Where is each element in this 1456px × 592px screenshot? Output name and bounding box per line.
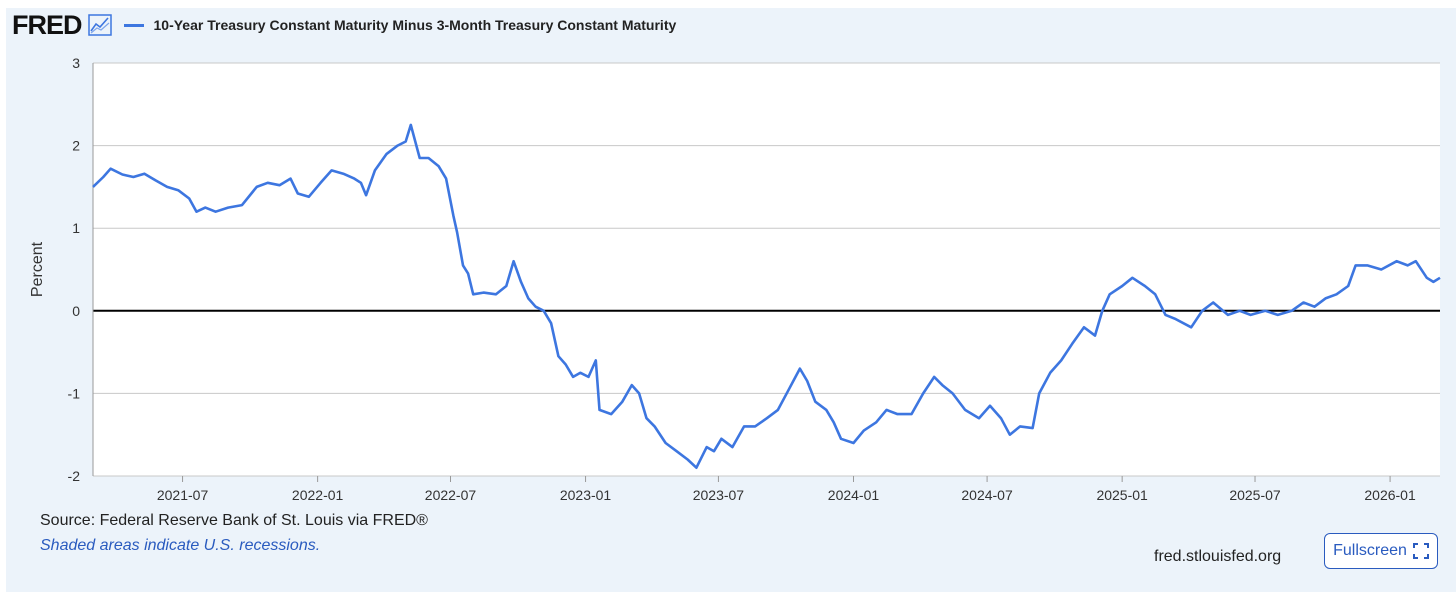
y-tick-label: 1	[72, 220, 80, 236]
fred-logo[interactable]: FRED	[12, 9, 82, 40]
fullscreen-button[interactable]: Fullscreen	[1324, 533, 1438, 569]
x-tick-label: 2024-01	[828, 487, 880, 503]
plot-background	[93, 63, 1440, 476]
y-axis-label: Percent	[29, 241, 46, 297]
x-tick-label: 2024-07	[961, 487, 1013, 503]
x-tick-label: 2021-07	[157, 487, 209, 503]
chart-title: 10-Year Treasury Constant Maturity Minus…	[153, 17, 677, 33]
x-tick-label: 2022-07	[425, 487, 477, 503]
site-link[interactable]: fred.stlouisfed.org	[1154, 548, 1282, 565]
trend-chart-icon	[87, 14, 112, 36]
x-tick-label: 2023-01	[560, 487, 612, 503]
series-line[interactable]	[92, 123, 1441, 469]
y-tick-label: 2	[72, 138, 80, 154]
y-tick-label: -2	[68, 468, 81, 484]
legend-swatch	[123, 23, 144, 27]
source-text: Source: Federal Reserve Bank of St. Loui…	[40, 512, 428, 529]
x-tick-label: 2026-01	[1364, 487, 1416, 503]
x-tick-labels: 2021-07 2022-01 2022-07 2023-01 2023-07 2024-…	[157, 476, 1416, 503]
fullscreen-label: Fullscreen	[1333, 542, 1407, 559]
y-tick-labels: -2 -1 0 1 2 3	[68, 55, 81, 484]
x-tick-label: 2023-07	[693, 487, 745, 503]
x-tick-label: 2025-07	[1229, 487, 1281, 503]
x-tick-label: 2025-01	[1096, 487, 1148, 503]
chart-header: FRED 10-Year Treasury Constant Maturity …	[12, 10, 676, 40]
y-tick-label: 0	[72, 303, 80, 319]
y-tick-label: -1	[68, 385, 81, 401]
y-tick-label: 3	[72, 55, 80, 71]
x-tick-label: 2022-01	[292, 487, 344, 503]
fullscreen-icon	[1412, 543, 1429, 559]
recession-note: Shaded areas indicate U.S. recessions.	[40, 537, 321, 554]
